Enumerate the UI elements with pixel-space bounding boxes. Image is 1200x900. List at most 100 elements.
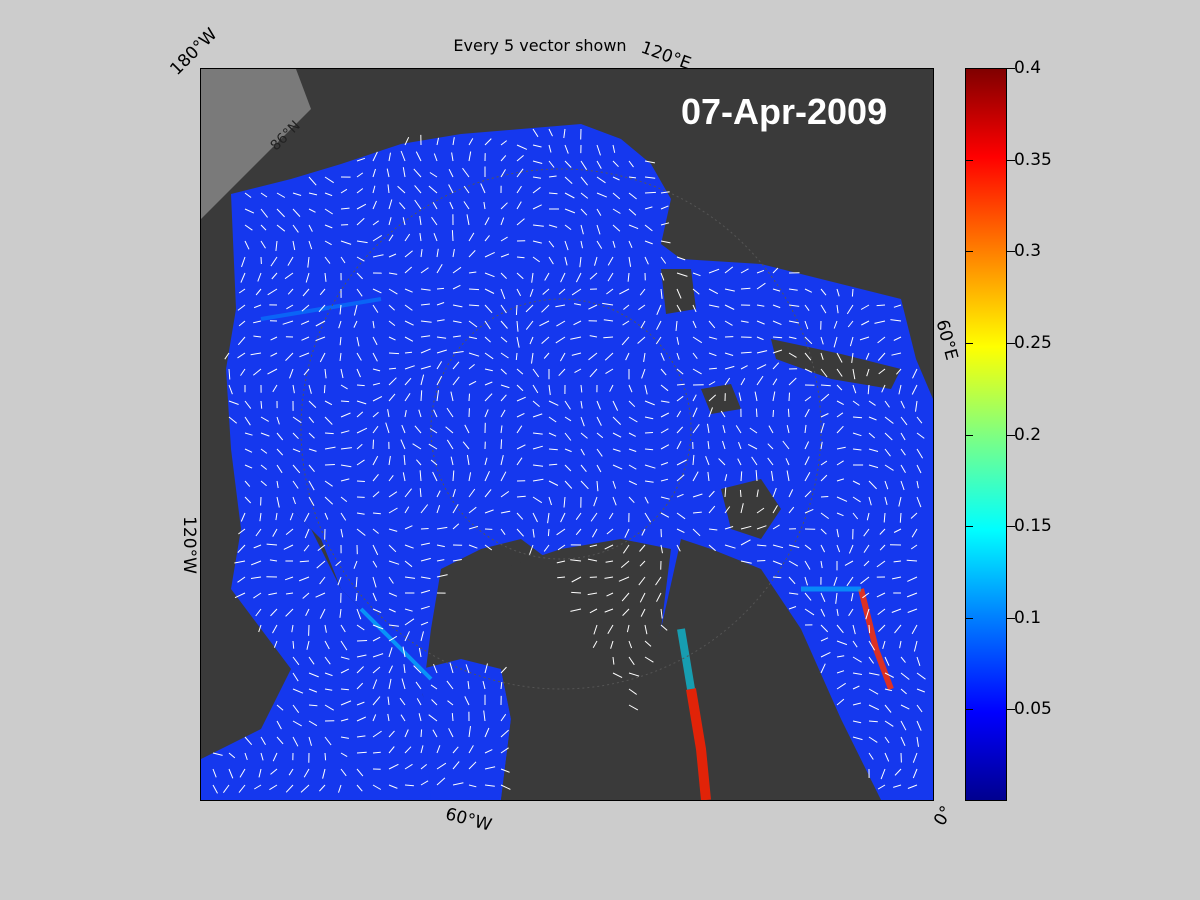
drift-vector	[660, 240, 671, 244]
drift-vector	[623, 304, 630, 310]
drift-vector	[353, 560, 358, 569]
drift-vector	[276, 208, 285, 218]
drift-vector	[356, 701, 365, 706]
drift-vector	[500, 528, 506, 535]
drift-vector	[852, 496, 861, 503]
drift-vector	[589, 335, 598, 338]
drift-vector	[532, 224, 544, 227]
drift-vector	[644, 384, 648, 395]
drift-vector	[640, 320, 646, 329]
drift-vector	[859, 336, 870, 341]
drift-vector	[676, 368, 684, 375]
drift-vector	[916, 448, 924, 459]
drift-vector	[900, 704, 910, 710]
drift-vector	[484, 288, 495, 294]
drift-vector	[276, 432, 284, 441]
colorbar-tick-label: 0.15	[1014, 516, 1052, 537]
drift-vector	[879, 528, 886, 535]
drift-vector	[836, 400, 844, 406]
drift-vector	[788, 592, 799, 595]
drift-vector	[532, 413, 543, 418]
drift-vector	[596, 416, 602, 426]
drift-vector	[788, 576, 796, 585]
drift-vector	[484, 320, 491, 330]
drift-vector	[624, 528, 630, 538]
drift-vector	[500, 490, 510, 498]
drift-vector	[500, 272, 507, 279]
drift-vector	[500, 425, 503, 434]
drift-vector	[338, 784, 342, 793]
colorbar-tick-mark	[1007, 342, 1015, 344]
drift-vector	[480, 183, 486, 194]
drift-vector	[446, 680, 454, 690]
drift-vector	[587, 558, 598, 562]
drift-vector	[772, 336, 783, 339]
drift-vector	[270, 352, 278, 357]
drift-vector	[284, 576, 294, 581]
drift-vector	[452, 489, 456, 498]
drift-vector	[898, 384, 902, 395]
drift-vector	[324, 736, 332, 746]
drift-vector	[388, 608, 396, 613]
colorbar-tick-mark	[965, 434, 973, 436]
drift-vector	[596, 176, 606, 184]
drift-vector	[285, 784, 294, 793]
drift-vector	[308, 176, 317, 186]
drift-vector	[300, 320, 310, 325]
drift-vector	[675, 320, 678, 331]
drift-vector	[397, 185, 406, 194]
drift-vector	[285, 592, 294, 595]
drift-vector	[436, 526, 448, 530]
drift-vector	[385, 422, 390, 434]
drift-vector	[401, 424, 406, 434]
drift-vector	[852, 624, 856, 635]
drift-vector	[285, 528, 294, 535]
drift-vector	[340, 700, 352, 706]
drift-vector	[564, 240, 569, 251]
drift-vector	[625, 352, 630, 361]
drift-vector	[884, 464, 894, 471]
drift-vector	[555, 336, 566, 344]
drift-vector	[304, 528, 310, 539]
drift-vector	[420, 348, 431, 354]
drift-vector	[740, 471, 743, 482]
drift-vector	[548, 175, 557, 178]
drift-vector	[772, 487, 777, 498]
drift-vector	[255, 608, 262, 617]
sea-ice-archipelago	[201, 449, 441, 800]
drift-vector	[228, 768, 234, 779]
drift-vector	[244, 736, 253, 746]
drift-vector	[916, 480, 919, 489]
drift-vector	[771, 470, 774, 482]
drift-vector	[612, 432, 622, 438]
drift-vector	[563, 496, 566, 508]
drift-vector	[580, 176, 588, 186]
drift-vector	[564, 144, 569, 154]
drift-vector	[804, 456, 810, 466]
drift-vector	[388, 647, 393, 658]
drift-vector	[835, 592, 838, 604]
colorbar-tick-mark	[1007, 617, 1015, 619]
drift-vector	[372, 336, 378, 346]
drift-vector	[532, 432, 543, 435]
drift-vector-field	[212, 128, 926, 794]
drift-vector	[419, 470, 422, 482]
drift-vector	[660, 608, 663, 619]
drift-vector	[291, 624, 294, 633]
drift-vector	[400, 439, 406, 450]
drift-vector	[883, 512, 886, 523]
drift-vector	[372, 220, 379, 226]
drift-vector	[660, 205, 669, 210]
drift-vector	[516, 396, 526, 402]
drift-vector	[660, 428, 669, 434]
drift-vector	[596, 208, 602, 216]
drift-vector	[571, 591, 582, 594]
drift-vector	[356, 608, 362, 620]
drift-vector	[913, 640, 918, 652]
drift-vector	[404, 544, 414, 549]
drift-vector	[372, 304, 379, 313]
drift-vector	[548, 480, 559, 486]
drift-vector	[324, 640, 330, 650]
drift-vector	[692, 304, 697, 313]
drift-vector	[269, 559, 278, 562]
